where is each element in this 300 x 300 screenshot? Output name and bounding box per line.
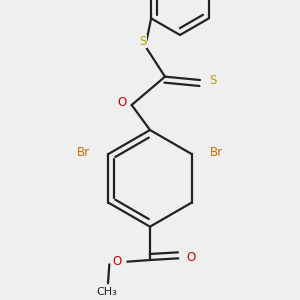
Text: S: S (209, 74, 216, 88)
Text: O: O (112, 255, 121, 268)
Text: Br: Br (210, 146, 224, 159)
Text: S: S (140, 34, 147, 47)
Text: CH₃: CH₃ (96, 287, 117, 297)
Text: O: O (118, 96, 127, 109)
Text: O: O (186, 251, 196, 264)
Text: Br: Br (76, 146, 90, 159)
